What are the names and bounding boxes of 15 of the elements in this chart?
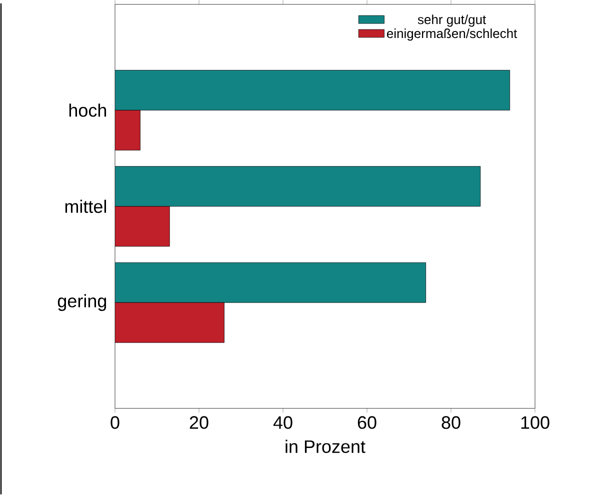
x-tick-label: 20 [190, 416, 208, 429]
x-tick-label: 40 [273, 416, 292, 429]
bar [115, 166, 481, 207]
x-axis-title: in Prozent [286, 440, 366, 454]
text: sehr gut/gut [418, 14, 486, 27]
x-tick-label: 80 [442, 416, 460, 429]
bar [115, 262, 426, 303]
x-tick-label: 60 [358, 416, 376, 429]
legend-label: einigermaßen/schlecht [386, 28, 518, 41]
y-tick-label: gering [58, 294, 106, 311]
bar [115, 70, 510, 110]
x-tick-label: 0 [110, 416, 120, 429]
x-tick-label: 100 [521, 416, 550, 429]
y-tick-label: mittel [65, 200, 106, 213]
y-tick-label: hoch [69, 104, 106, 117]
